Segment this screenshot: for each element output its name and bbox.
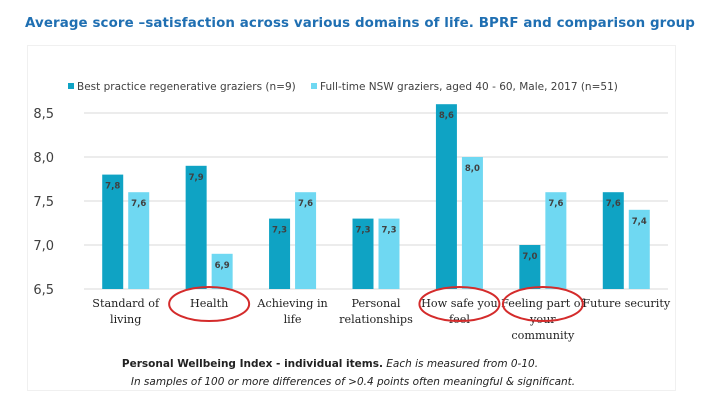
data-label-s1-c6: 7,0 — [522, 252, 537, 262]
bar-chart: Best practice regenerative graziers (n=9… — [33, 81, 671, 388]
highlight-circles — [168, 286, 584, 322]
bar-s1-c3 — [269, 218, 291, 289]
bar-s2-c3 — [295, 192, 317, 289]
bar-s1-c7 — [602, 192, 624, 289]
x-category-label-2: Health — [190, 297, 228, 310]
chart-data-labels: 7,8 7,6 7,9 6,9 7,3 7,6 7,3 7,3 8,6 8,0 7,0 7,6 7,6 7… — [105, 111, 647, 271]
x-category-label-4: Personal relationships — [339, 297, 413, 326]
data-label-s2-c2: 6,9 — [215, 261, 230, 271]
x-category-label-1: Standard of living — [92, 297, 160, 326]
legend-swatch-2 — [311, 83, 317, 89]
data-label-s2-c3: 7,6 — [298, 199, 313, 209]
y-tick-label: 8,5 — [33, 107, 54, 122]
highlight-circle-5 — [418, 286, 501, 322]
footnote-line-2: In samples of 100 or more differences of… — [131, 376, 575, 388]
bar-s2-c2 — [211, 253, 233, 289]
bar-s2-c5 — [461, 157, 483, 289]
data-label-s1-c4: 7,3 — [355, 226, 370, 236]
bar-s1-c4 — [352, 218, 374, 289]
data-label-s1-c2: 7,9 — [189, 173, 204, 183]
data-label-s2-c4: 7,3 — [381, 226, 396, 236]
bar-s1-c1 — [102, 174, 124, 289]
data-label-s2-c1: 7,6 — [131, 199, 146, 209]
x-category-label-5: How safe you feel — [421, 297, 498, 326]
chart-panel: Best practice regenerative graziers (n=9… — [28, 46, 675, 390]
legend-label-2: Full-time NSW graziers, aged 40 - 60, Ma… — [320, 81, 618, 93]
x-axis: Standard of living Health Achieving in life P… — [92, 297, 671, 342]
chart-footnote: Personal Wellbeing Index - individual it… — [122, 358, 575, 388]
data-label-s2-c7: 7,4 — [632, 217, 647, 227]
y-tick-label: 7,5 — [33, 195, 54, 210]
y-tick-label: 6,5 — [33, 283, 54, 298]
chart-legend: Best practice regenerative graziers (n=9… — [68, 81, 618, 93]
y-axis: 6,5 7,0 7,5 8,0 8,5 — [33, 107, 54, 298]
data-label-s1-c7: 7,6 — [606, 199, 621, 209]
y-tick-label: 7,0 — [33, 239, 54, 254]
x-category-label-7: Future security — [582, 297, 670, 310]
bar-s2-c4 — [378, 218, 400, 289]
legend-swatch-1 — [68, 83, 74, 89]
slide-title: Average score –satisfaction across vario… — [25, 16, 695, 31]
bar-s1-c6 — [519, 245, 541, 289]
data-label-s1-c1: 7,8 — [105, 182, 120, 192]
bar-s1-c2 — [185, 165, 207, 289]
chart-gridlines — [84, 112, 668, 290]
highlight-circle-6 — [501, 286, 584, 322]
bar-s2-c7 — [628, 209, 650, 289]
data-label-s2-c5: 8,0 — [465, 164, 480, 174]
footnote-line-1: Personal Wellbeing Index - individual it… — [122, 358, 538, 370]
legend-label-1: Best practice regenerative graziers (n=9… — [77, 81, 296, 93]
bar-s2-c6 — [545, 192, 567, 289]
x-category-label-3: Achieving in life — [256, 297, 327, 326]
y-tick-label: 8,0 — [33, 151, 54, 166]
highlight-circle-2 — [168, 286, 251, 322]
data-label-s1-c3: 7,3 — [272, 226, 287, 236]
chart-bars — [102, 104, 650, 289]
bar-s1-c5 — [435, 104, 457, 289]
data-label-s1-c5: 8,6 — [439, 111, 454, 121]
bar-s2-c1 — [128, 192, 150, 289]
data-label-s2-c6: 7,6 — [548, 199, 563, 209]
x-category-label-6: Feeling part of your community — [501, 297, 585, 342]
